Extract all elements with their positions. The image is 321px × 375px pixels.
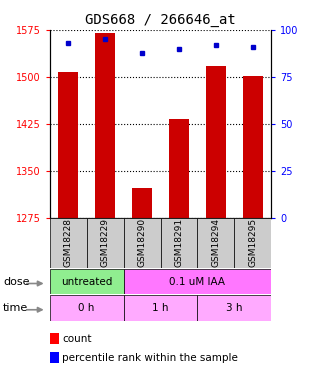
Text: 3 h: 3 h [226,303,243,313]
Text: GSM18229: GSM18229 [100,218,110,267]
Text: count: count [62,334,91,344]
Text: percentile rank within the sample: percentile rank within the sample [62,353,238,363]
Text: GSM18228: GSM18228 [64,218,73,267]
Bar [87,217,124,268]
Text: GSM18290: GSM18290 [137,218,147,267]
Text: 0 h: 0 h [78,303,95,313]
Bar [95,33,115,218]
Bar [197,295,271,321]
Bar [124,217,160,268]
Bar [58,72,78,217]
Bar [160,217,197,268]
Text: GDS668 / 266646_at: GDS668 / 266646_at [85,13,236,27]
Text: GSM18295: GSM18295 [248,218,257,267]
Bar [206,66,226,218]
Text: 1 h: 1 h [152,303,169,313]
Text: untreated: untreated [61,277,112,286]
Text: time: time [3,303,29,313]
Bar [124,295,197,321]
Text: GSM18294: GSM18294 [211,218,221,267]
Bar [243,76,263,217]
Bar [50,217,87,268]
Bar [169,119,189,218]
Text: dose: dose [3,277,30,286]
Bar [50,269,124,294]
Bar [50,295,124,321]
Text: 0.1 uM IAA: 0.1 uM IAA [169,277,225,286]
Bar [197,217,234,268]
Bar [234,217,271,268]
Bar [124,269,271,294]
Text: GSM18291: GSM18291 [174,218,184,267]
Bar [132,188,152,218]
